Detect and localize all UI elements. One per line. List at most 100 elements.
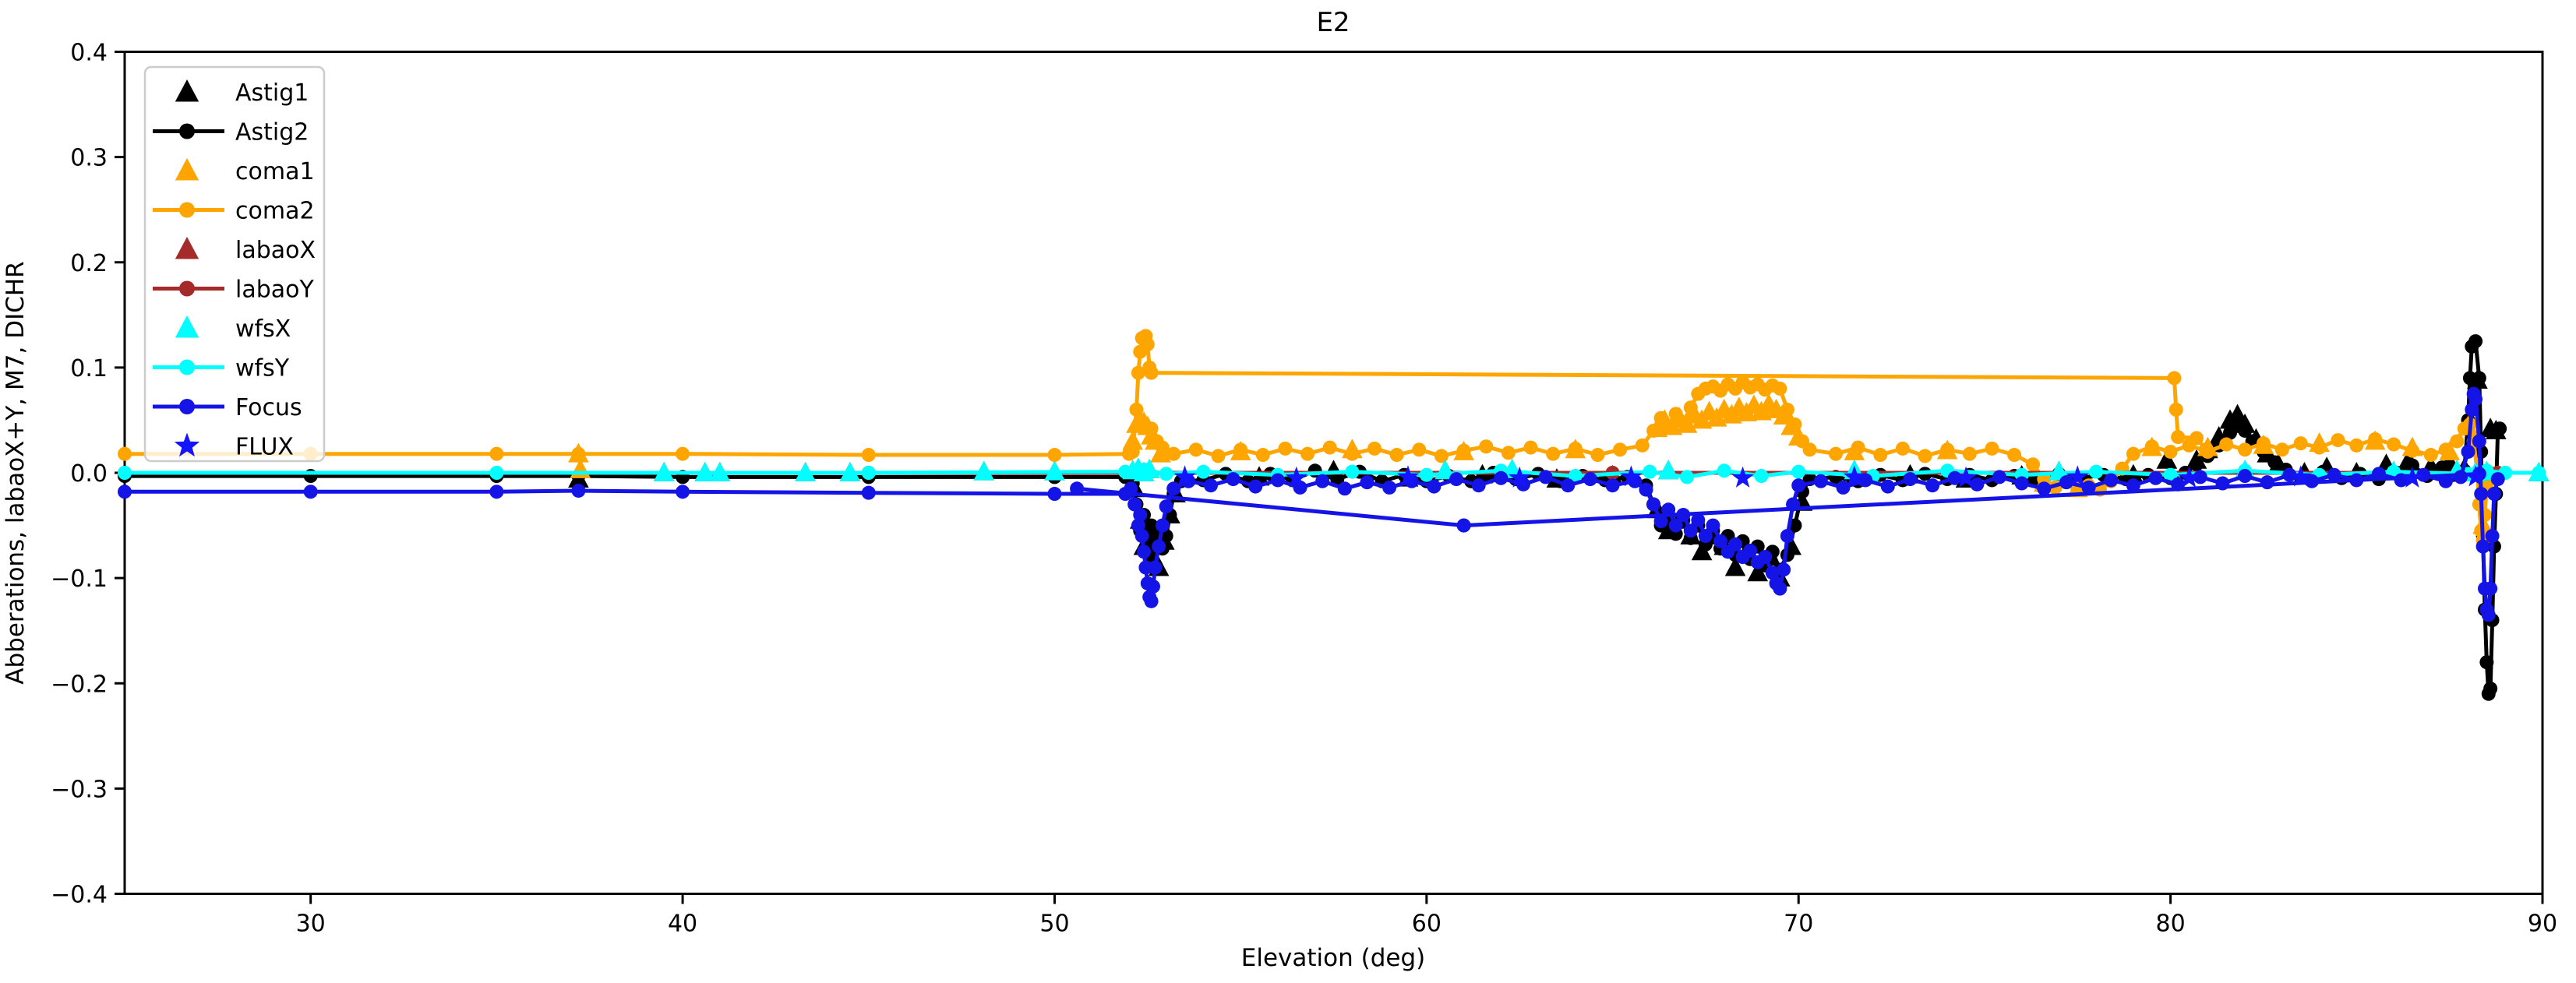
FLUX-marker	[2289, 465, 2312, 487]
coma2-marker	[1568, 441, 1583, 456]
coma2-marker	[2423, 448, 2438, 463]
y-tick-label: 0.3	[70, 145, 108, 172]
Astig2-marker	[2468, 334, 2483, 349]
coma2-marker	[2331, 433, 2345, 448]
Focus-marker	[1494, 470, 1509, 485]
series-Focus-line	[1462, 471, 2482, 528]
coma2-marker	[1590, 448, 1605, 463]
series-Focus-line	[1075, 486, 1466, 528]
legend-label: wfsX	[235, 315, 291, 343]
Focus-marker	[1639, 482, 1653, 497]
Focus-marker	[1070, 481, 1085, 496]
Focus-marker	[1691, 513, 1706, 527]
y-tick-label: 0.4	[70, 40, 108, 67]
legend-label: FLUX	[235, 434, 294, 461]
coma2-marker	[1144, 365, 1159, 380]
legend: Astig1 Astig2 coma1 coma2 labaoX labaoY wfsX wf…	[143, 65, 326, 463]
Focus-marker	[2481, 608, 2496, 622]
coma2-marker	[1962, 446, 1977, 461]
Focus-marker	[1813, 474, 1828, 488]
Focus-marker	[1144, 594, 1159, 608]
coma2-marker	[1895, 441, 1910, 456]
coma2-marker	[1131, 365, 1145, 380]
Focus-marker	[1773, 581, 1787, 596]
coma2-marker	[2312, 440, 2327, 455]
Astig2-marker	[2267, 455, 2282, 470]
coma2-marker	[1456, 443, 1471, 458]
Astig1-marker	[1691, 541, 1713, 561]
Focus-marker	[2485, 529, 2500, 544]
legend-entry-coma2: coma2	[153, 198, 315, 225]
Focus-marker	[1791, 478, 1806, 493]
Focus-marker	[1992, 470, 2007, 484]
Focus-marker	[1858, 473, 1873, 488]
legend-circle-icon	[179, 280, 195, 297]
coma2-marker	[1211, 449, 1226, 463]
Focus-marker	[1148, 560, 1163, 575]
Focus-marker	[1127, 497, 1142, 512]
coma2-marker	[1345, 446, 1360, 461]
legend-circle-icon	[179, 202, 195, 218]
FLUX-marker	[1731, 466, 1754, 488]
wfsY-marker	[1118, 464, 1133, 479]
coma2-marker	[1255, 448, 1270, 463]
coma2-marker	[2126, 446, 2140, 461]
y-tick-label: 0.0	[70, 460, 108, 488]
Focus-marker	[1777, 562, 1791, 577]
Focus-marker	[1449, 472, 1464, 487]
x-axis-label: Elevation (deg)	[1241, 944, 1425, 972]
wfsY-marker	[2532, 466, 2546, 480]
coma2-marker	[1851, 440, 1865, 455]
Astig1-marker	[1747, 562, 1769, 582]
legend-label: wfsY	[235, 355, 290, 382]
coma2-marker	[2168, 402, 2183, 417]
legend-label: coma2	[235, 198, 315, 225]
coma2-marker	[1646, 423, 1661, 438]
FLUX-marker	[1173, 465, 1196, 487]
Astig2-marker	[2405, 458, 2419, 473]
Focus-marker	[1706, 518, 1720, 533]
y-tick-label: −0.4	[51, 882, 108, 909]
Focus-marker	[1145, 579, 1160, 594]
Focus-marker	[489, 484, 504, 499]
FLUX-marker	[1396, 465, 1420, 487]
coma2-marker	[1479, 439, 1494, 454]
coma2-marker	[1613, 442, 1628, 457]
FLUX-marker	[1285, 466, 1307, 488]
coma2-marker	[1676, 415, 1691, 430]
Focus-marker	[2468, 392, 2483, 407]
Focus-marker	[2126, 478, 2140, 493]
coma2-marker	[2387, 437, 2401, 452]
Focus-marker	[1360, 475, 1374, 490]
legend-label: coma1	[235, 158, 315, 185]
legend-circle-icon	[179, 399, 195, 414]
Astig2-marker	[2479, 655, 2494, 670]
FLUX-marker	[2178, 466, 2200, 488]
Focus-marker	[2474, 487, 2489, 502]
wfsY-marker	[861, 466, 876, 480]
Focus-marker	[1226, 472, 1240, 487]
coma2-marker	[1144, 421, 1159, 436]
series-coma2-line	[1149, 380, 2493, 542]
coma2-marker	[118, 446, 132, 461]
Focus-marker	[1471, 478, 1486, 493]
coma2-marker	[2025, 457, 2040, 472]
coma2-marker	[1523, 440, 1538, 455]
Focus-marker	[118, 484, 132, 499]
coma2-marker	[2144, 439, 2159, 454]
coma2-marker	[2171, 430, 2186, 445]
Focus-marker	[1713, 534, 1727, 548]
Focus-marker	[2104, 473, 2119, 488]
coma2-marker	[1434, 449, 1449, 463]
legend-entry-Focus: Focus	[153, 394, 302, 421]
coma2-marker	[1129, 402, 1144, 417]
wfsY-marker	[1345, 464, 1360, 479]
Focus-marker	[1728, 537, 1743, 551]
Focus-marker	[1903, 472, 1918, 487]
wfsY-marker	[489, 466, 504, 480]
coma2-marker	[2293, 436, 2308, 451]
coma2-marker	[1367, 441, 1382, 456]
wfsY-marker	[1791, 464, 1806, 479]
